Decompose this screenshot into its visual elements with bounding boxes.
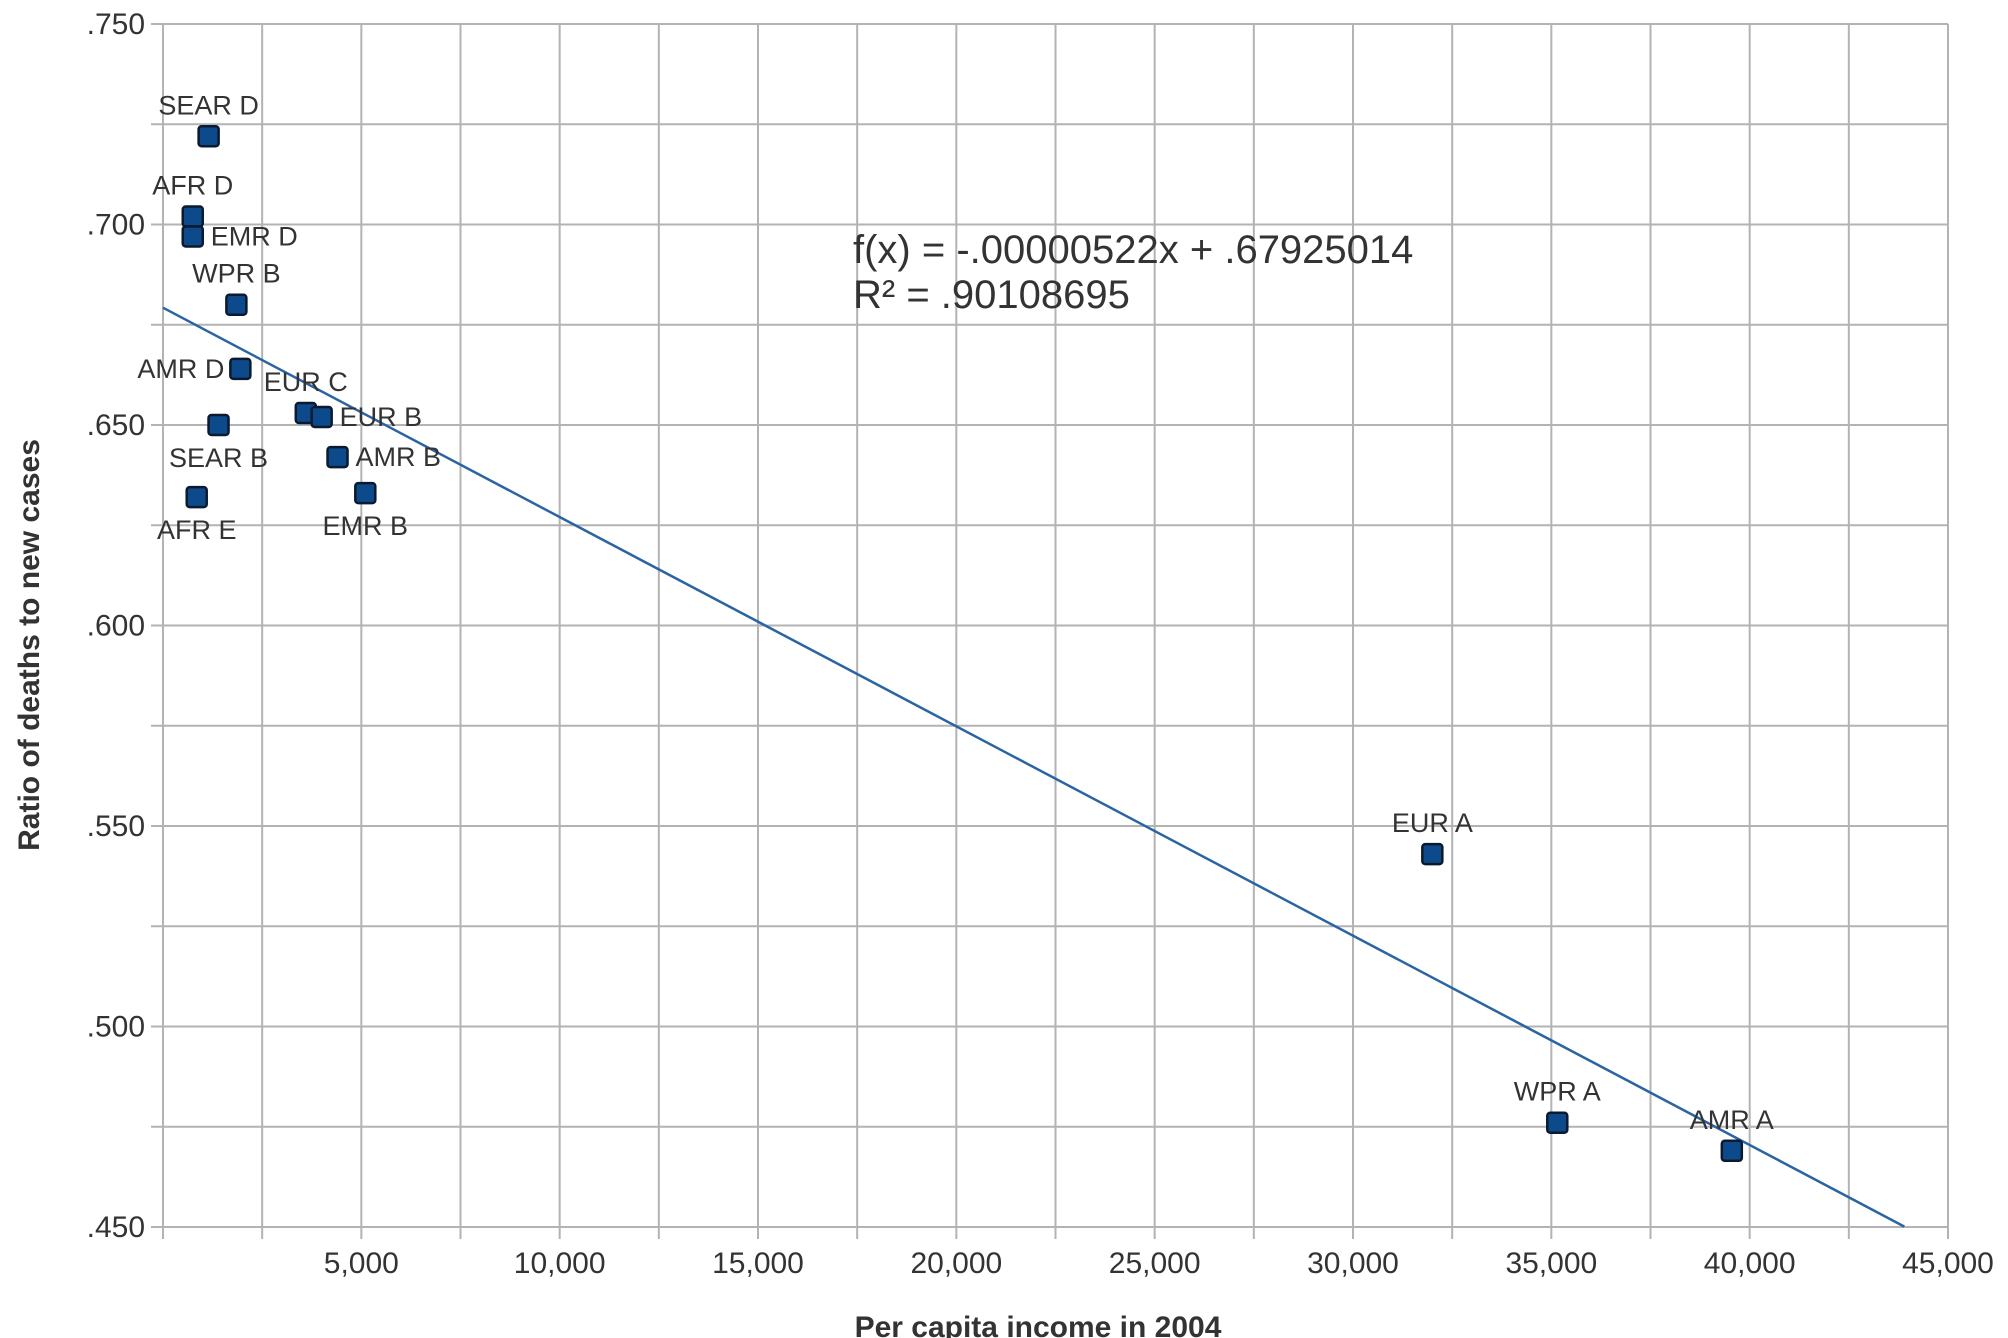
data-point [197, 125, 220, 148]
x-tick-label: 30,000 [1307, 1247, 1399, 1280]
x-tick-label: 10,000 [514, 1247, 606, 1280]
tick-label-layer: 5,000 10,000 15,000 20,000 25,000 30,000 35,00… [87, 8, 1994, 1280]
data-point [181, 225, 204, 248]
point-label: AFR E [157, 515, 237, 545]
point-label: EUR A [1392, 808, 1473, 838]
data-point-layer [181, 125, 1744, 1163]
data-point [207, 413, 230, 437]
data-point [181, 205, 204, 228]
point-label: WPR A [1514, 1077, 1601, 1107]
point-label: EUR C [264, 367, 348, 397]
point-label: AMR B [356, 442, 442, 472]
x-tick-label: 40,000 [1704, 1247, 1796, 1280]
point-label: EUR B [340, 402, 423, 432]
data-point [1546, 1111, 1569, 1134]
x-axis-title: Per capita income in 2004 [855, 1311, 1222, 1338]
point-label: SEAR D [158, 90, 259, 120]
grid-layer [151, 23, 1949, 1239]
y-tick-label: .750 [87, 8, 145, 41]
y-tick-label: .550 [87, 810, 145, 843]
point-label: EMR B [323, 511, 409, 541]
point-label: EMR D [211, 222, 298, 252]
y-tick-label: .500 [87, 1011, 145, 1044]
x-tick-label: 25,000 [1109, 1247, 1201, 1280]
point-label: AFR D [152, 170, 233, 200]
trend-line [162, 306, 1905, 1228]
data-point [354, 481, 377, 505]
data-point [310, 405, 333, 429]
data-point [185, 485, 208, 509]
data-point [1421, 842, 1444, 866]
x-tick-label: 45,000 [1902, 1247, 1994, 1280]
y-tick-label: .450 [87, 1211, 145, 1244]
y-tick-label: .700 [87, 209, 145, 242]
y-tick-label: .600 [87, 610, 145, 643]
point-label: AMR A [1690, 1105, 1774, 1135]
point-label: SEAR B [169, 443, 268, 473]
data-point [326, 445, 349, 469]
y-axis-title: Ratio of deaths to new cases [13, 439, 46, 851]
x-tick-label: 15,000 [712, 1247, 804, 1280]
x-tick-label: 5,000 [324, 1247, 399, 1280]
point-label-layer: SEAR D AFR D EMR D WPR B AMR D SEAR B AFR E EUR… [137, 90, 1773, 1135]
data-point [229, 357, 252, 381]
trend-r-squared: R² = .90108695 [853, 273, 1130, 317]
data-point [225, 293, 248, 316]
point-label: AMR D [137, 354, 224, 384]
trend-equation: f(x) = -.00000522x + .67925014 [853, 228, 1413, 272]
data-point [1720, 1139, 1744, 1163]
x-tick-label: 20,000 [910, 1247, 1002, 1280]
point-label: WPR B [192, 259, 281, 289]
y-tick-label: .650 [87, 409, 145, 442]
x-tick-label: 35,000 [1505, 1247, 1597, 1280]
